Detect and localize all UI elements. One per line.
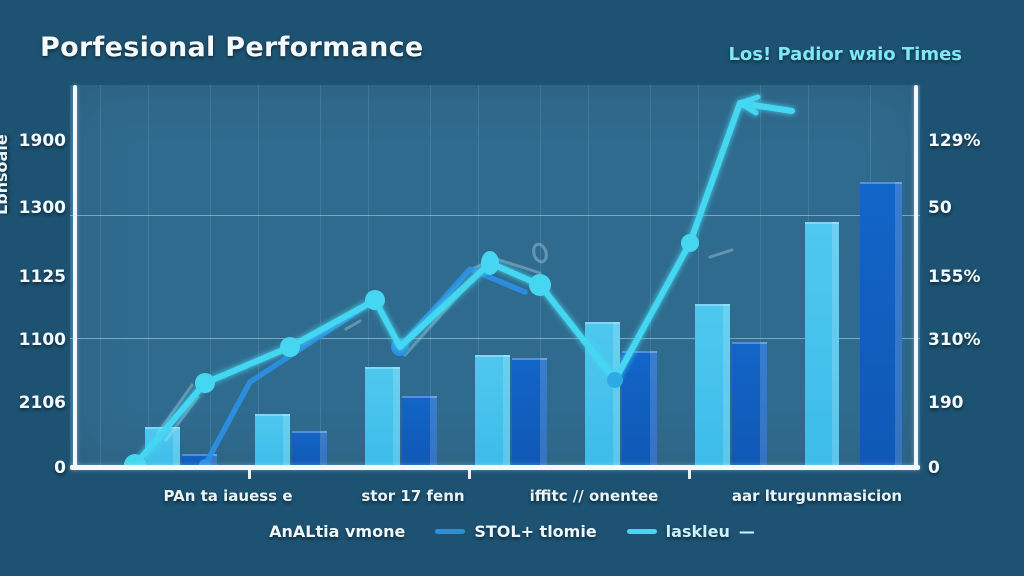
legend-item-2[interactable]: laskleu — (626, 522, 755, 541)
plot-inner (70, 85, 920, 467)
gridline (70, 338, 920, 339)
x-category-label: stor 17 fenn (361, 487, 465, 505)
bar-dark[interactable] (292, 431, 327, 467)
x-category-label: iffitc // onentee (529, 487, 659, 505)
vertical-band (258, 85, 259, 467)
vertical-band (430, 85, 431, 467)
page-title: Porfesional Performance (40, 32, 424, 63)
legend-label: AnALtia vmone (269, 522, 406, 541)
legend-swatch-blue (435, 529, 466, 534)
y-axis-left-spine (73, 85, 77, 469)
x-axis-tick (468, 470, 471, 479)
y-tick-label: 1100 (18, 330, 66, 350)
bar-dark[interactable] (860, 182, 902, 467)
y-tick-label: 1300 (18, 198, 66, 218)
legend-label: STOL+ tlomie (474, 522, 597, 541)
bar-light[interactable] (805, 222, 839, 467)
gridline (70, 215, 920, 216)
bar-dark[interactable] (622, 351, 657, 467)
bar-light[interactable] (475, 355, 510, 467)
vertical-band (368, 85, 369, 467)
y-tick-label: 310% (928, 330, 981, 350)
line-series-cyan-markers (124, 234, 699, 467)
x-axis-spine (70, 465, 920, 470)
y-tick-label: 1125 (18, 267, 66, 287)
legend: AnALtia vmone STOL+ tlomie laskleu — (0, 522, 1024, 541)
bar-light[interactable] (365, 367, 400, 467)
ghost-strokes (156, 242, 734, 442)
bar-dark[interactable] (402, 396, 437, 467)
bar-dark[interactable] (732, 342, 767, 467)
legend-swatch-cyan (626, 529, 657, 534)
vertical-band (650, 85, 651, 467)
x-axis-tick (248, 470, 251, 479)
vertical-band (210, 85, 211, 467)
vertical-band (588, 85, 589, 467)
vertical-band (698, 85, 699, 467)
y-axis-right-spine (914, 85, 918, 469)
x-category-label: PAn ta iauess e (163, 487, 293, 505)
bar-dark[interactable] (512, 358, 547, 467)
y-tick-label: 1900 (18, 131, 66, 151)
line-series-overlay (124, 94, 795, 467)
legend-item-1[interactable]: STOL+ tlomie (435, 522, 597, 541)
line-series-cyan[interactable] (132, 94, 795, 467)
plot-area (70, 85, 920, 467)
y-tick-label: 129% (928, 131, 981, 151)
vertical-band (760, 85, 761, 467)
y-tick-label: 2106 (18, 393, 66, 413)
vertical-band (148, 85, 149, 467)
y-axis-title: Lbnsoale (0, 134, 11, 215)
legend-label: laskleu (665, 522, 730, 541)
legend-tail-dash: — (738, 522, 755, 541)
y-tick-label: 190 (928, 393, 964, 413)
y-tick-label: 0 (928, 458, 940, 478)
bar-light[interactable] (695, 304, 730, 467)
y-tick-label: 50 (928, 198, 952, 218)
y-tick-label: 155% (928, 267, 981, 287)
legend-item-0[interactable]: AnALtia vmone (269, 522, 405, 541)
corner-note: Los! Padior wяio Times (728, 44, 962, 65)
vertical-band (320, 85, 321, 467)
vertical-band (100, 85, 101, 467)
x-category-label: aar lturgunmasicion (731, 487, 903, 505)
x-axis-tick (688, 470, 691, 479)
y-tick-label: 0 (54, 458, 66, 478)
bar-light[interactable] (255, 414, 290, 467)
